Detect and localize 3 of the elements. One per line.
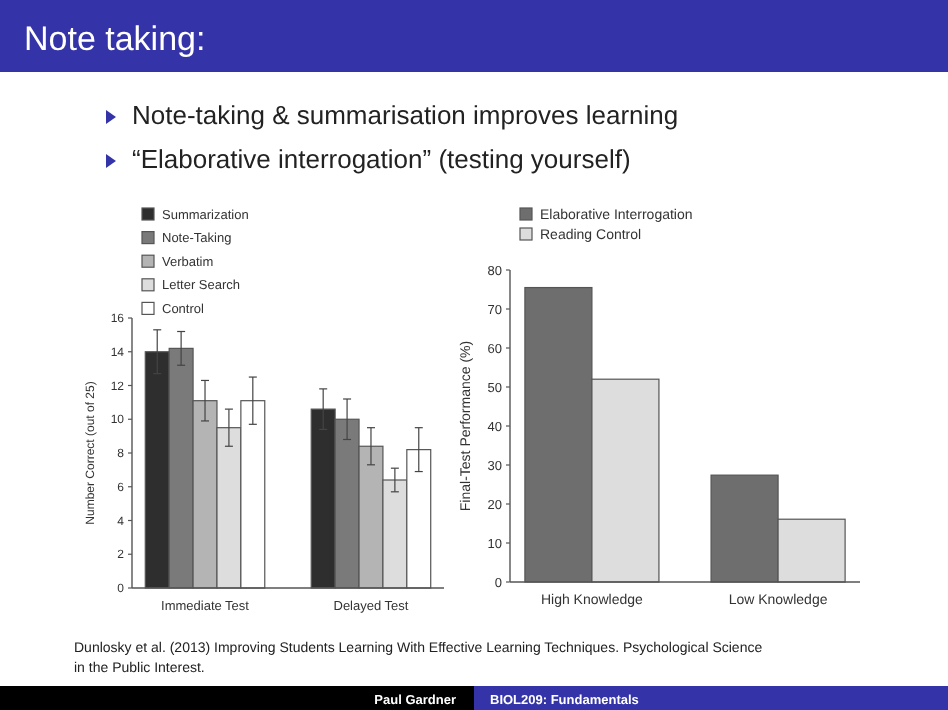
chart-title: Note taking: <box>24 20 206 58</box>
text: Note-taking & summarisation improves learning <box>132 100 679 130</box>
text: “Elaborative interrogation” (testing yourself) <box>132 144 631 174</box>
